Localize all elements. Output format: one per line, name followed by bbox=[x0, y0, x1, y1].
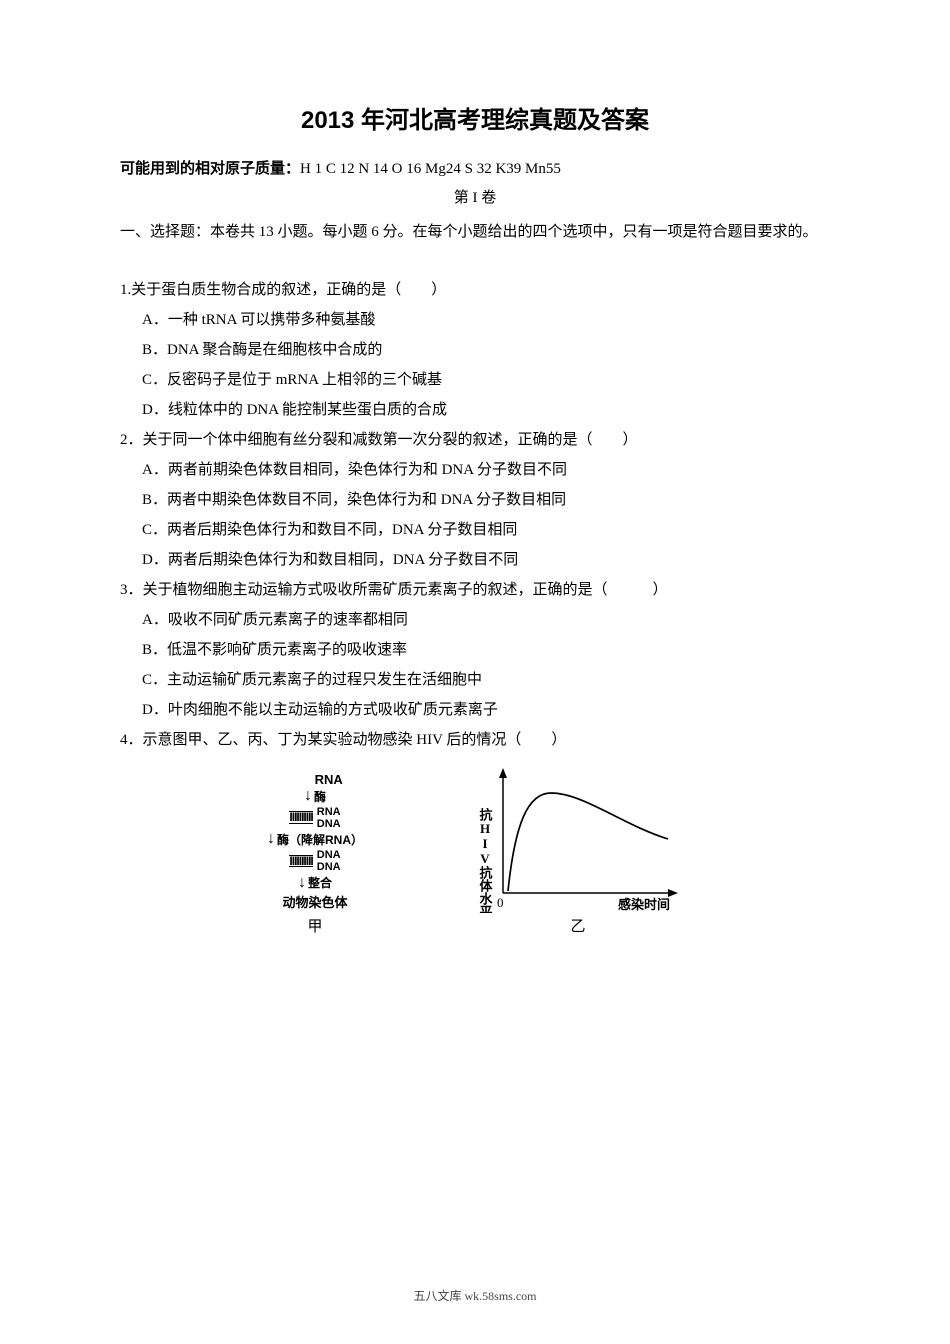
y-axis-label: 抗HIV抗体水平 bbox=[478, 807, 493, 913]
q1-options: A．一种 tRNA 可以携带多种氨基酸 B．DNA 聚合酶是在细胞核中合成的 C… bbox=[120, 305, 830, 425]
arrow-down-icon: ↓ bbox=[304, 788, 312, 804]
ladder-icon: IIIIIIIIII bbox=[289, 811, 312, 824]
ladder-icon: IIIIIIIIII bbox=[289, 855, 312, 868]
section-label: 第 I 卷 bbox=[120, 186, 830, 207]
x-axis-arrow-icon bbox=[668, 889, 678, 897]
fig-jia-ladder1: IIIIIIIIII RNA DNA bbox=[289, 806, 340, 830]
ladder1-bot: DNA bbox=[317, 818, 341, 830]
q1-opt-b: B．DNA 聚合酶是在细胞核中合成的 bbox=[142, 335, 830, 365]
page-footer: 五八文库 wk.58sms.com bbox=[0, 1287, 950, 1304]
figure-yi: 抗HIV抗体水平 0 感染时间 乙 bbox=[473, 763, 683, 936]
question-1: 1.关于蛋白质生物合成的叙述，正确的是（ ） A．一种 tRNA 可以携带多种氨… bbox=[120, 275, 830, 425]
x-axis-label: 感染时间 bbox=[618, 897, 670, 912]
figures-row: IIIIIIIIII RNA ↓ 酶 IIIIIIIIII RNA DNA ↓ 酶… bbox=[120, 763, 830, 936]
fig-jia-bottom: 动物染色体 bbox=[282, 892, 347, 911]
ladder2-bot: DNA bbox=[317, 861, 341, 873]
atomic-mass-values: H 1 C 12 N 14 O 16 Mg24 S 32 K39 Mn55 bbox=[300, 161, 561, 177]
q2-opt-d: D．两者后期染色体行为和数目相同，DNA 分子数目不同 bbox=[142, 545, 830, 575]
curve bbox=[508, 793, 668, 891]
q2-opt-c: C．两者后期染色体行为和数目不同，DNA 分子数目相同 bbox=[142, 515, 830, 545]
fig-jia-arrow2-label: 酶（降解RNA） bbox=[277, 831, 363, 848]
figure-jia: IIIIIIIIII RNA ↓ 酶 IIIIIIIIII RNA DNA ↓ 酶… bbox=[267, 771, 363, 936]
q1-opt-d: D．线粒体中的 DNA 能控制某些蛋白质的合成 bbox=[142, 395, 830, 425]
fig-jia-arrow1-label: 酶 bbox=[314, 788, 326, 805]
fig-jia-arrow3-label: 整合 bbox=[308, 874, 332, 891]
q1-opt-a: A．一种 tRNA 可以携带多种氨基酸 bbox=[142, 305, 830, 335]
question-4: 4．示意图甲、乙、丙、丁为某实验动物感染 HIV 后的情况（ ） bbox=[120, 725, 830, 755]
arrow-down-icon: ↓ bbox=[298, 875, 306, 891]
y-axis-arrow-icon bbox=[499, 768, 507, 778]
arrow-down-icon: ↓ bbox=[267, 831, 275, 847]
fig-jia-caption: 甲 bbox=[307, 915, 322, 936]
instructions: 一、选择题：本卷共 13 小题。每小题 6 分。在每个小题给出的四个选项中，只有… bbox=[120, 217, 830, 247]
q2-stem: 2．关于同一个体中细胞有丝分裂和减数第一次分裂的叙述，正确的是（ ） bbox=[120, 425, 830, 455]
fig-jia-arrow1: ↓ 酶 bbox=[304, 788, 326, 805]
q3-stem: 3．关于植物细胞主动运输方式吸收所需矿质元素离子的叙述，正确的是（ ） bbox=[120, 575, 830, 605]
q1-opt-c: C．反密码子是位于 mRNA 上相邻的三个碱基 bbox=[142, 365, 830, 395]
fig-yi-caption: 乙 bbox=[570, 915, 585, 936]
q3-opt-b: B．低温不影响矿质元素离子的吸收速率 bbox=[142, 635, 830, 665]
q3-opt-a: A．吸收不同矿质元素离子的速率都相同 bbox=[142, 605, 830, 635]
q3-opt-d: D．叶肉细胞不能以主动运输的方式吸收矿质元素离子 bbox=[142, 695, 830, 725]
chart-yi: 抗HIV抗体水平 0 感染时间 bbox=[473, 763, 683, 913]
q2-opt-a: A．两者前期染色体数目相同，染色体行为和 DNA 分子数目不同 bbox=[142, 455, 830, 485]
exam-page: 2013 年河北高考理综真题及答案 可能用到的相对原子质量：H 1 C 12 N… bbox=[0, 0, 950, 976]
q3-options: A．吸收不同矿质元素离子的速率都相同 B．低温不影响矿质元素离子的吸收速率 C．… bbox=[120, 605, 830, 725]
q1-stem: 1.关于蛋白质生物合成的叙述，正确的是（ ） bbox=[120, 275, 830, 305]
fig-jia-ladder2: IIIIIIIIII DNA DNA bbox=[289, 849, 340, 873]
q2-opt-b: B．两者中期染色体数目不同，染色体行为和 DNA 分子数目相同 bbox=[142, 485, 830, 515]
ladder1-top: RNA bbox=[317, 806, 341, 818]
atomic-mass-label: 可能用到的相对原子质量： bbox=[120, 160, 300, 177]
q3-opt-c: C．主动运输矿质元素离子的过程只发生在活细胞中 bbox=[142, 665, 830, 695]
question-2: 2．关于同一个体中细胞有丝分裂和减数第一次分裂的叙述，正确的是（ ） A．两者前… bbox=[120, 425, 830, 575]
atomic-mass-line: 可能用到的相对原子质量：H 1 C 12 N 14 O 16 Mg24 S 32… bbox=[120, 157, 830, 178]
q4-stem: 4．示意图甲、乙、丙、丁为某实验动物感染 HIV 后的情况（ ） bbox=[120, 725, 830, 755]
fig-jia-top: RNA bbox=[315, 772, 343, 787]
origin-label: 0 bbox=[497, 895, 504, 910]
fig-jia-arrow2: ↓ 酶（降解RNA） bbox=[267, 831, 363, 848]
fig-jia-arrow3: ↓ 整合 bbox=[298, 874, 332, 891]
question-3: 3．关于植物细胞主动运输方式吸收所需矿质元素离子的叙述，正确的是（ ） A．吸收… bbox=[120, 575, 830, 725]
ladder2-top: DNA bbox=[317, 849, 341, 861]
page-title: 2013 年河北高考理综真题及答案 bbox=[120, 100, 830, 135]
q2-options: A．两者前期染色体数目相同，染色体行为和 DNA 分子数目不同 B．两者中期染色… bbox=[120, 455, 830, 575]
